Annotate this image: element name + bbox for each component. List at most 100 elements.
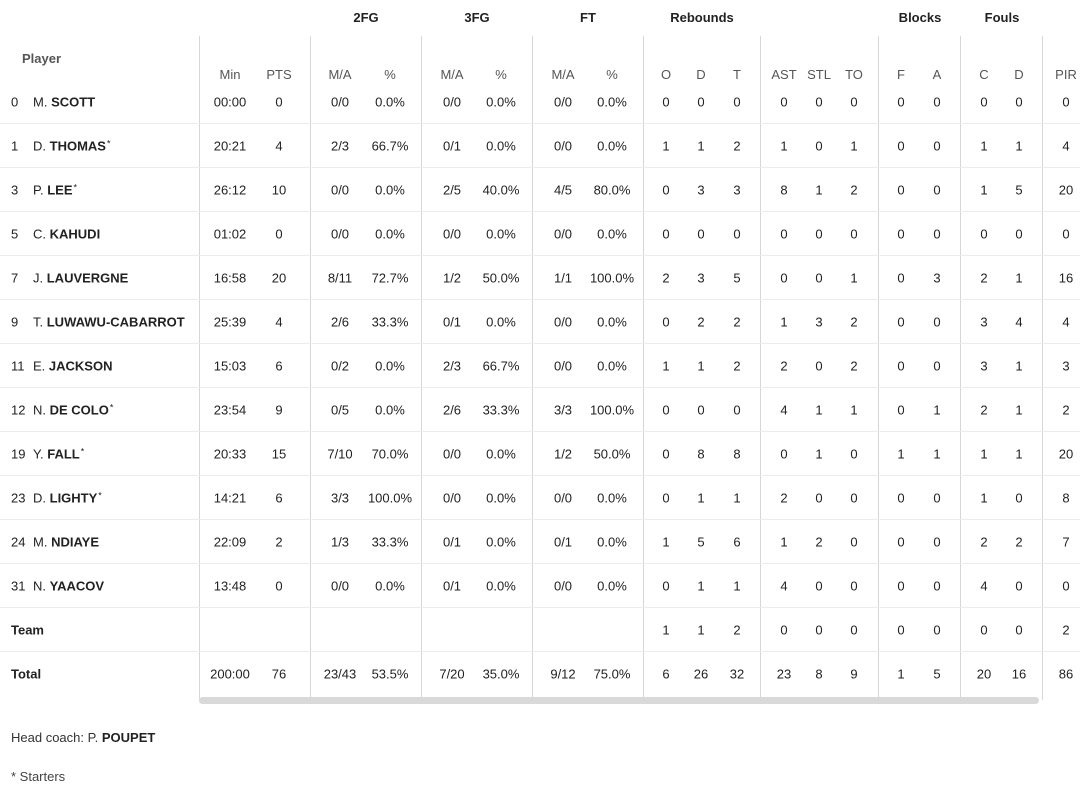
stat-stl: 0 [815, 358, 823, 374]
row-divider [0, 431, 1080, 432]
horizontal-scrollbar[interactable] [199, 697, 1039, 704]
player-row[interactable]: 9 T. LUWAWU-CABARROT 25:39 4 2/6 33.3% 0/1 0.0%… [0, 300, 1080, 344]
stat-to: 2 [850, 314, 858, 330]
player-row[interactable]: 24 M. NDIAYE 22:09 2 1/3 33.3% 0/1 0.0% 0/1 0.0% 1… [0, 520, 1080, 564]
column-divider [878, 36, 879, 700]
player-row[interactable]: 19 Y. FALL* 20:33 15 7/10 70.0% 0/0 0.0% 1/2 50.0… [0, 432, 1080, 476]
stat-reb-t: 1 [733, 578, 741, 594]
stat-3fg-ma: 0/1 [442, 314, 462, 330]
stat-foul-d: 16 [1011, 666, 1027, 682]
player-row[interactable]: 1 D. THOMAS* 20:21 4 2/3 66.7% 0/1 0.0% 0/0 0.0% 1… [0, 124, 1080, 168]
stat-min: 20:33 [213, 446, 247, 462]
team-row-label: Team [11, 622, 44, 638]
player-row[interactable]: 11 E. JACKSON 15:03 6 0/2 0.0% 2/3 66.7% 0/0 0.0%… [0, 344, 1080, 388]
stat-reb-t: 6 [733, 534, 741, 550]
player-first-initial: P. [33, 182, 48, 198]
player-name[interactable]: M. NDIAYE [33, 535, 99, 550]
column-header-foul-c: C [979, 67, 989, 82]
stat-ast: 0 [780, 446, 788, 462]
player-first-initial: D. [33, 138, 50, 154]
player-name[interactable]: N. YAACOV [33, 579, 104, 594]
stat-blk-a: 0 [933, 534, 941, 550]
stat-3fg-pct: 33.3% [482, 402, 520, 418]
stat-to: 0 [850, 446, 858, 462]
stat-blk-f: 0 [897, 270, 905, 286]
player-row[interactable]: 5 C. KAHUDI 01:02 0 0/0 0.0% 0/0 0.0% 0/0 0.0% 0 0 0… [0, 212, 1080, 256]
stat-reb-o: 0 [662, 182, 670, 198]
column-header-ft-pct: % [606, 67, 618, 82]
stat-min: 20:21 [213, 138, 247, 154]
starter-mark: * [106, 138, 111, 149]
stat-ast: 4 [780, 402, 788, 418]
player-row[interactable]: 12 N. DE COLO* 23:54 9 0/5 0.0% 2/6 33.3% 3/3 100… [0, 388, 1080, 432]
starter-mark: * [73, 182, 78, 193]
stat-reb-o: 1 [662, 534, 670, 550]
player-number: 11 [11, 358, 25, 374]
stat-reb-d: 1 [697, 358, 705, 374]
column-divider [960, 36, 961, 700]
player-row[interactable]: 7 J. LAUVERGNE 16:58 20 8/11 72.7% 1/2 50.0% 1/1… [0, 256, 1080, 300]
stat-pir: 16 [1058, 270, 1074, 286]
player-name[interactable]: N. DE COLO* [33, 403, 113, 418]
row-divider [0, 475, 1080, 476]
stat-blk-f: 0 [897, 578, 905, 594]
stat-to: 0 [850, 94, 858, 110]
player-name[interactable]: D. LIGHTY* [33, 491, 102, 506]
stat-to: 0 [850, 534, 858, 550]
player-name[interactable]: C. KAHUDI [33, 227, 100, 242]
player-number: 7 [11, 270, 19, 286]
group-header: FT [580, 10, 596, 25]
stat-pir: 4 [1062, 314, 1070, 330]
stat-blk-a: 0 [933, 358, 941, 374]
player-name[interactable]: Y. FALL* [33, 447, 84, 462]
stat-pir: 86 [1058, 666, 1074, 682]
player-row[interactable]: 0 M. SCOTT 00:00 0 0/0 0.0% 0/0 0.0% 0/0 0.0% 0 0 0 0… [0, 80, 1080, 124]
player-last-name: SCOTT [51, 94, 96, 110]
stat-ast: 0 [780, 270, 788, 286]
group-header: 2FG [353, 10, 379, 25]
stat-blk-a: 0 [933, 182, 941, 198]
stat-stl: 1 [815, 402, 823, 418]
stat-pts: 0 [275, 578, 283, 594]
stat-min: 14:21 [213, 490, 247, 506]
player-name[interactable]: J. LAUVERGNE [33, 271, 128, 286]
stat-foul-c: 1 [980, 446, 988, 462]
row-divider [0, 519, 1080, 520]
team-row: Team 1 1 2 0 0 0 0 0 0 0 2 [0, 608, 1080, 652]
player-row[interactable]: 23 D. LIGHTY* 14:21 6 3/3 100.0% 0/0 0.0% 0/0 0.0… [0, 476, 1080, 520]
stat-min: 26:12 [213, 182, 247, 198]
player-number: 12 [11, 402, 26, 418]
stat-blk-f: 0 [897, 402, 905, 418]
stat-ft-ma: 9/12 [550, 666, 576, 682]
player-last-name: LAUVERGNE [46, 270, 129, 286]
stat-foul-c: 2 [980, 534, 988, 550]
player-name[interactable]: T. LUWAWU-CABARROT [33, 315, 185, 330]
stat-reb-d: 26 [693, 666, 709, 682]
stat-ft-ma: 1/2 [553, 446, 573, 462]
stat-reb-t: 3 [733, 182, 741, 198]
column-header-min: Min [219, 67, 241, 82]
player-name[interactable]: E. JACKSON [33, 359, 112, 374]
stat-reb-t: 2 [733, 622, 741, 638]
stat-reb-d: 3 [697, 270, 705, 286]
stat-2fg-pct: 33.3% [371, 314, 409, 330]
stat-reb-t: 32 [729, 666, 745, 682]
player-name[interactable]: M. SCOTT [33, 95, 95, 110]
stat-blk-f: 0 [897, 94, 905, 110]
player-row[interactable]: 3 P. LEE* 26:12 10 0/0 0.0% 2/5 40.0% 4/5 80.0% 0 3… [0, 168, 1080, 212]
stat-ft-ma: 0/0 [553, 578, 573, 594]
player-name[interactable]: P. LEE* [33, 183, 77, 198]
stat-pir: 7 [1062, 534, 1070, 550]
stat-stl: 1 [815, 182, 823, 198]
stat-blk-f: 0 [897, 534, 905, 550]
stat-2fg-pct: 70.0% [371, 446, 409, 462]
stat-to: 0 [850, 226, 858, 242]
player-name[interactable]: D. THOMAS* [33, 139, 110, 154]
stat-pir: 0 [1062, 94, 1070, 110]
stat-reb-o: 0 [662, 402, 670, 418]
stat-3fg-pct: 0.0% [486, 534, 516, 550]
stat-foul-c: 2 [980, 270, 988, 286]
stat-ft-pct: 0.0% [597, 314, 627, 330]
player-row[interactable]: 31 N. YAACOV 13:48 0 0/0 0.0% 0/1 0.0% 0/0 0.0% 0 1… [0, 564, 1080, 608]
player-number: 19 [11, 446, 26, 462]
